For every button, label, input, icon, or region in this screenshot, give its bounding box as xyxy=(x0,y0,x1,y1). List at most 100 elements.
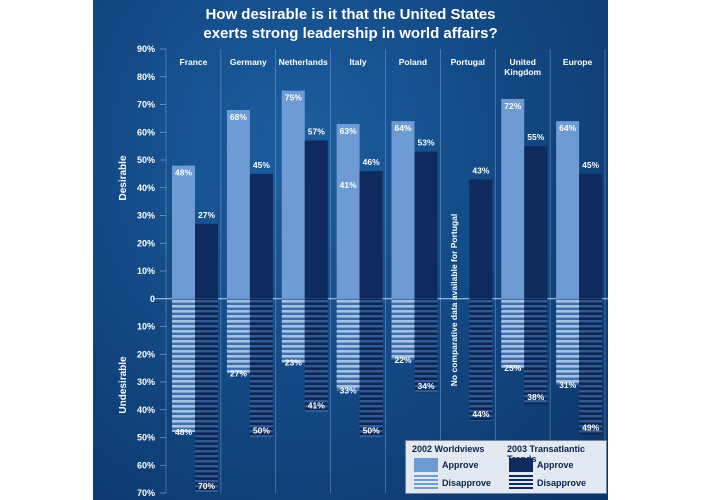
legend-swatch-2003-approve xyxy=(509,458,533,472)
bar-2002-disapprove xyxy=(501,298,525,369)
bar-2002-disapprove xyxy=(391,298,415,360)
legend-label-2003-approve: Approve xyxy=(537,460,574,470)
extra-data-label: 41% xyxy=(340,180,357,190)
legend-swatch-2003-disapprove xyxy=(509,475,533,489)
legend-swatch-2002-approve xyxy=(414,458,438,472)
y-tick-label: 30% xyxy=(137,377,155,387)
bar-2003-approve xyxy=(414,151,438,299)
bar-2002-disapprove xyxy=(336,298,360,391)
y-tick-label: 10% xyxy=(137,322,155,332)
y-tick-label: 20% xyxy=(137,238,155,248)
data-label-2003-disapprove: 34% xyxy=(417,381,434,391)
data-label-2002-approve: 64% xyxy=(394,123,411,133)
bar-2003-disapprove xyxy=(524,298,548,405)
category-label: Italy xyxy=(350,57,367,67)
data-label-2002-approve: 48% xyxy=(175,168,192,178)
bar-2002-disapprove xyxy=(556,298,580,385)
data-label-2002-approve: 63% xyxy=(340,126,357,136)
bar-2002-approve xyxy=(281,90,305,299)
data-label-2002-disapprove: 25% xyxy=(504,363,521,373)
bar-2002-disapprove xyxy=(281,298,305,363)
y-axis-label-desirable: Desirable xyxy=(118,155,129,200)
data-label-2003-approve: 27% xyxy=(198,210,215,220)
bar-2002-approve xyxy=(172,165,195,299)
category-label: Poland xyxy=(399,57,427,67)
bar-2003-approve xyxy=(469,179,493,299)
data-label-2003-disapprove: 50% xyxy=(253,426,270,436)
data-label-2003-approve: 57% xyxy=(308,127,325,137)
data-label-2003-approve: 43% xyxy=(472,165,489,175)
data-label-2002-approve: 75% xyxy=(285,93,302,103)
bar-2003-approve xyxy=(524,146,548,299)
legend-swatch-2002-disapprove xyxy=(414,475,438,489)
bar-2002-approve xyxy=(501,98,525,299)
y-tick-label: 0 xyxy=(150,294,155,304)
data-label-2003-approve: 46% xyxy=(363,157,380,167)
bar-2002-approve xyxy=(336,123,360,299)
y-axis-label-undesirable: Undesirable xyxy=(118,356,129,414)
data-label-2003-approve: 55% xyxy=(527,132,544,142)
legend-label-2002-disapprove: Disapprove xyxy=(442,478,492,488)
chart-title-line-2: exerts strong leadership in world affair… xyxy=(203,25,498,42)
bar-2003-approve xyxy=(579,173,603,299)
category-label: United xyxy=(509,57,535,67)
bar-2002-approve xyxy=(556,121,580,299)
y-tick-label: 70% xyxy=(137,488,155,498)
legend-heading-2002: 2002 Worldviews xyxy=(412,444,485,454)
data-label-2002-approve: 64% xyxy=(559,123,576,133)
y-tick-label: 90% xyxy=(137,44,155,54)
bar-2003-approve xyxy=(304,140,328,299)
bar-2003-disapprove xyxy=(469,298,493,421)
data-label-2002-disapprove: 22% xyxy=(394,355,411,365)
data-label-2003-approve: 53% xyxy=(417,138,434,148)
bar-2002-disapprove xyxy=(172,298,195,432)
bar-2002-approve xyxy=(226,110,250,299)
legend: 2002 Worldviews 2003 Transatlantic Trend… xyxy=(405,440,607,494)
bar-2002-disapprove xyxy=(226,298,250,374)
category-label: France xyxy=(180,57,208,67)
y-tick-label: 60% xyxy=(137,127,155,137)
y-tick-label: 70% xyxy=(137,100,155,110)
data-label-2002-disapprove: 48% xyxy=(175,427,192,437)
bar-2003-disapprove xyxy=(359,298,383,438)
data-label-2002-disapprove: 23% xyxy=(285,358,302,368)
chart-panel: How desirable is it that the United Stat… xyxy=(93,0,608,500)
legend-label-2003-disapprove: Disapprove xyxy=(537,478,587,488)
category-label: Netherlands xyxy=(279,57,328,67)
category-label: Kingdom xyxy=(504,67,541,77)
data-label-2002-approve: 72% xyxy=(504,101,521,111)
bar-2002-approve xyxy=(391,121,415,299)
y-tick-label: 40% xyxy=(137,183,155,193)
category-label: Europe xyxy=(563,57,593,67)
bar-2003-disapprove xyxy=(579,298,603,435)
y-tick-label: 40% xyxy=(137,405,155,415)
data-label-2003-disapprove: 38% xyxy=(527,392,544,402)
legend-label-2002-approve: Approve xyxy=(442,460,479,470)
y-tick-label: 50% xyxy=(137,433,155,443)
chart-title-line-1: How desirable is it that the United Stat… xyxy=(205,6,496,23)
data-label-2003-disapprove: 70% xyxy=(198,481,215,491)
y-tick-label: 20% xyxy=(137,349,155,359)
y-tick-label: 30% xyxy=(137,211,155,221)
bar-2003-disapprove xyxy=(414,298,438,394)
data-label-2003-approve: 45% xyxy=(253,160,270,170)
data-label-2003-approve: 45% xyxy=(582,160,599,170)
data-label-2003-disapprove: 49% xyxy=(582,423,599,433)
data-label-2002-disapprove: 31% xyxy=(559,380,576,390)
data-label-2003-disapprove: 41% xyxy=(308,401,325,411)
category-label: Germany xyxy=(230,57,267,67)
portugal-annotation: No comparative data available for Portug… xyxy=(449,214,459,386)
bar-chart: 90% 80% 70% 60% 50% 40% 30% 20% 10% 0 10% 20% 30% 40%… xyxy=(118,44,608,498)
data-label-2003-disapprove: 44% xyxy=(472,409,489,419)
y-tick-label: 80% xyxy=(137,72,155,82)
y-tick-label: 50% xyxy=(137,155,155,165)
data-label-2002-disapprove: 33% xyxy=(340,385,357,395)
data-label-2003-disapprove: 50% xyxy=(363,426,380,436)
bar-2003-approve xyxy=(195,223,218,299)
category-label: Portugal xyxy=(451,57,485,67)
bar-2003-approve xyxy=(249,173,273,299)
data-label-2002-approve: 68% xyxy=(230,112,247,122)
bar-2003-disapprove xyxy=(249,298,273,438)
data-label-2002-disapprove: 27% xyxy=(230,369,247,379)
bar-2003-approve xyxy=(359,171,383,299)
